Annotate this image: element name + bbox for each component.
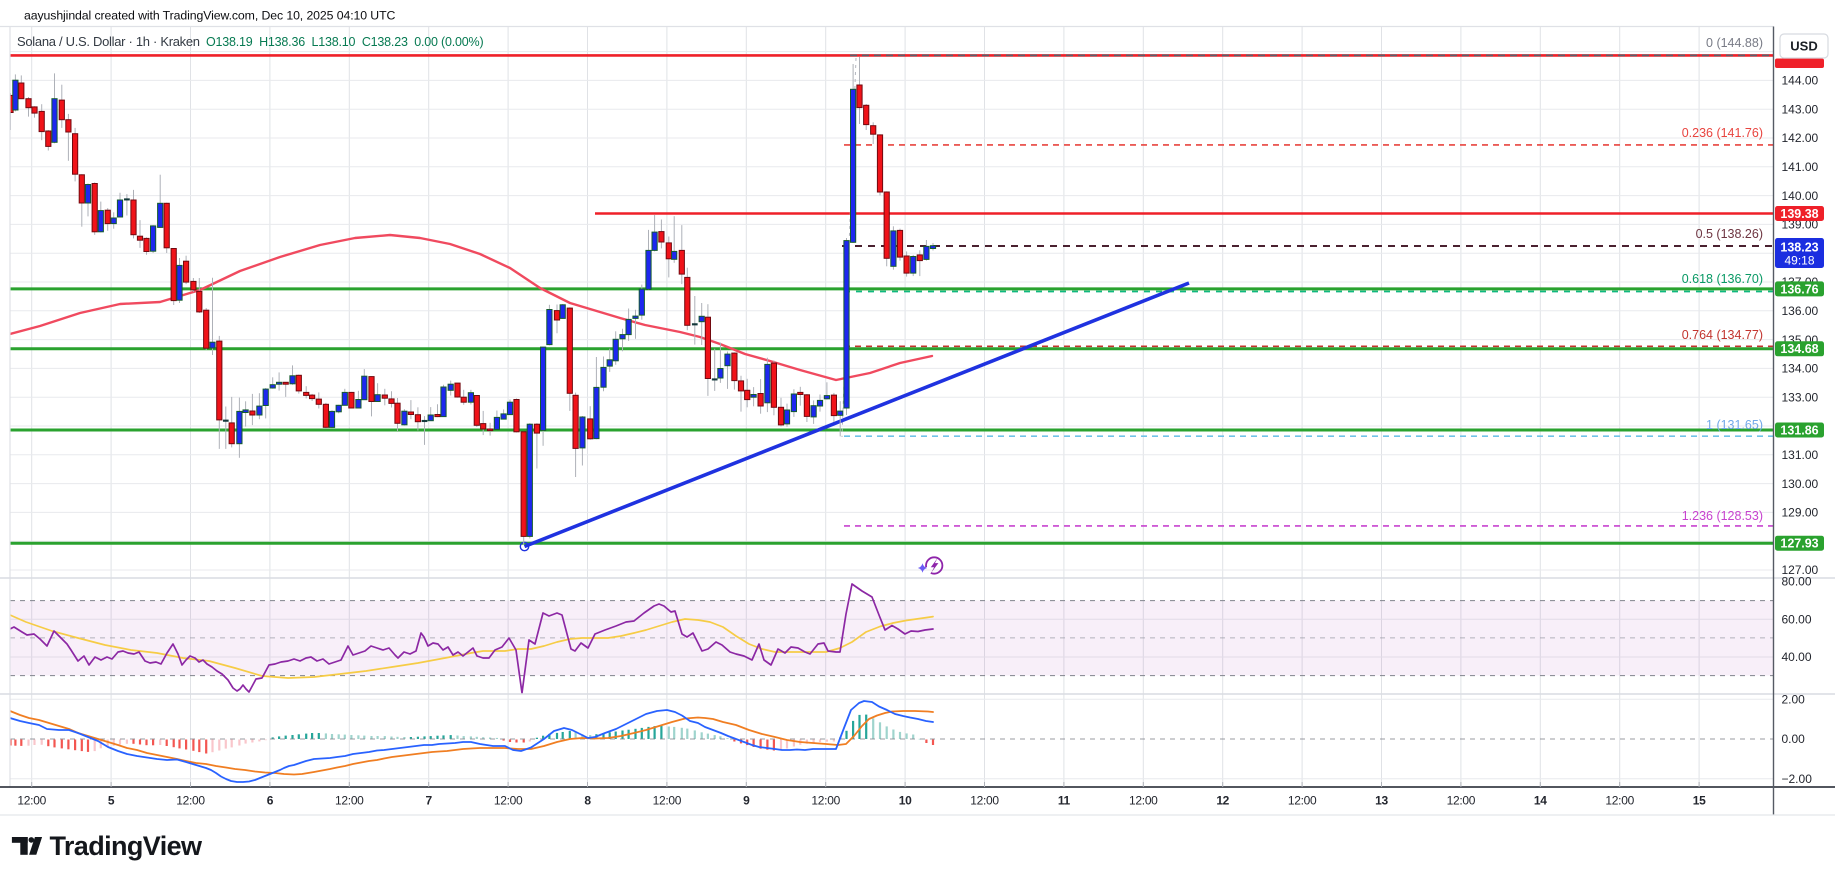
svg-text:136.76: 136.76 xyxy=(1780,282,1818,296)
svg-text:144.00: 144.00 xyxy=(1782,74,1819,88)
svg-text:7: 7 xyxy=(426,794,433,808)
svg-text:13: 13 xyxy=(1375,794,1388,808)
svg-text:0.236 (141.76): 0.236 (141.76) xyxy=(1682,126,1763,140)
svg-text:12:00: 12:00 xyxy=(811,794,840,808)
svg-text:14: 14 xyxy=(1534,794,1547,808)
svg-text:0.00: 0.00 xyxy=(1782,732,1806,746)
svg-text:6: 6 xyxy=(267,794,274,808)
svg-text:134.68: 134.68 xyxy=(1780,342,1818,356)
svg-text:131.00: 131.00 xyxy=(1782,448,1819,462)
svg-text:127.00: 127.00 xyxy=(1782,563,1819,577)
svg-text:140.00: 140.00 xyxy=(1782,189,1819,203)
svg-text:40.00: 40.00 xyxy=(1782,650,1812,664)
svg-text:1.236 (128.53): 1.236 (128.53) xyxy=(1682,509,1763,523)
svg-text:12:00: 12:00 xyxy=(494,794,523,808)
svg-text:12:00: 12:00 xyxy=(1129,794,1158,808)
svg-text:1 (131.65): 1 (131.65) xyxy=(1706,418,1763,432)
svg-text:12:00: 12:00 xyxy=(653,794,682,808)
svg-text:130.00: 130.00 xyxy=(1782,477,1819,491)
svg-text:10: 10 xyxy=(899,794,912,808)
svg-text:8: 8 xyxy=(584,794,591,808)
svg-text:49:18: 49:18 xyxy=(1784,254,1814,268)
svg-text:0.764 (134.77): 0.764 (134.77) xyxy=(1682,328,1763,342)
svg-text:0 (144.88): 0 (144.88) xyxy=(1706,36,1763,50)
svg-text:12:00: 12:00 xyxy=(1605,794,1634,808)
svg-text:USD: USD xyxy=(1790,39,1817,54)
svg-text:5: 5 xyxy=(108,794,115,808)
svg-text:2.00: 2.00 xyxy=(1782,692,1806,706)
svg-text:TradingView: TradingView xyxy=(50,831,204,861)
svg-text:15: 15 xyxy=(1693,794,1706,808)
svg-text:aayushjindal created with Trad: aayushjindal created with TradingView.co… xyxy=(24,9,395,23)
svg-text:11: 11 xyxy=(1058,794,1071,808)
svg-text:131.86: 131.86 xyxy=(1780,423,1818,437)
svg-text:141.00: 141.00 xyxy=(1782,160,1819,174)
svg-text:12:00: 12:00 xyxy=(176,794,205,808)
svg-text:60.00: 60.00 xyxy=(1782,612,1812,626)
svg-text:0.618 (136.70): 0.618 (136.70) xyxy=(1682,272,1763,286)
svg-text:12: 12 xyxy=(1216,794,1229,808)
svg-text:−2.00: −2.00 xyxy=(1782,772,1813,786)
svg-text:Solana / U.S. Dollar · 1h · Kr: Solana / U.S. Dollar · 1h · Kraken xyxy=(17,34,200,49)
svg-text:O138.19 H138.36 L138.10 C13: O138.19 H138.36 L138.10 C138.23 0.00 (0.… xyxy=(206,35,483,49)
svg-text:129.00: 129.00 xyxy=(1782,506,1819,520)
svg-text:133.00: 133.00 xyxy=(1782,390,1819,404)
svg-text:136.00: 136.00 xyxy=(1782,304,1819,318)
svg-text:80.00: 80.00 xyxy=(1782,575,1812,589)
svg-text:143.00: 143.00 xyxy=(1782,102,1819,116)
svg-text:12:00: 12:00 xyxy=(335,794,364,808)
svg-text:134.00: 134.00 xyxy=(1782,362,1819,376)
svg-text:12:00: 12:00 xyxy=(1288,794,1317,808)
svg-text:142.00: 142.00 xyxy=(1782,131,1819,145)
svg-text:138.23: 138.23 xyxy=(1780,241,1818,255)
svg-text:12:00: 12:00 xyxy=(17,794,46,808)
svg-text:9: 9 xyxy=(743,794,750,808)
svg-text:127.93: 127.93 xyxy=(1780,537,1818,551)
svg-text:12:00: 12:00 xyxy=(970,794,999,808)
svg-text:0.5 (138.26): 0.5 (138.26) xyxy=(1696,227,1763,241)
svg-text:12:00: 12:00 xyxy=(1447,794,1476,808)
svg-text:139.00: 139.00 xyxy=(1782,218,1819,232)
svg-text:139.38: 139.38 xyxy=(1780,207,1818,221)
